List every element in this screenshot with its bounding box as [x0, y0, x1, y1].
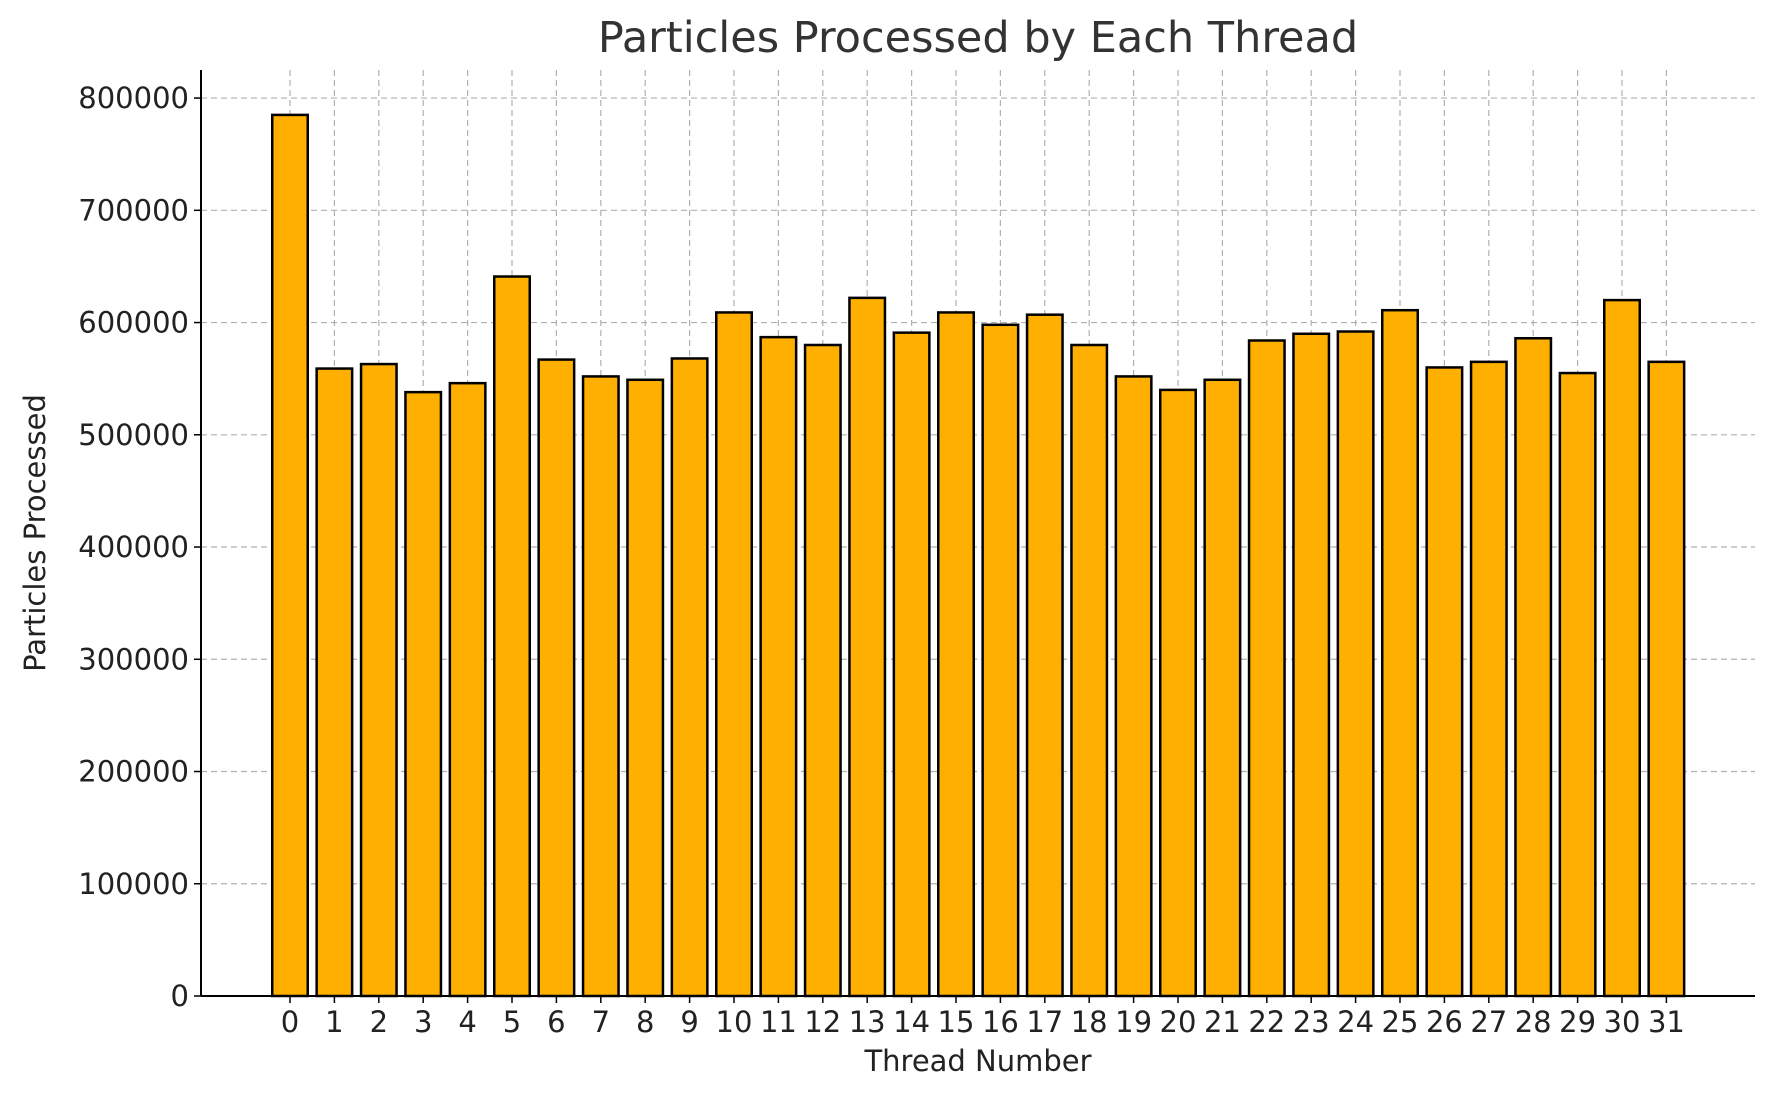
x-tick-label: 24 — [1337, 1005, 1374, 1039]
x-tick-label: 18 — [1071, 1005, 1108, 1039]
x-tick-label: 25 — [1382, 1005, 1419, 1039]
bar-thread-18 — [1070, 343, 1109, 998]
x-tick-label: 6 — [547, 1005, 565, 1039]
x-tick-label: 14 — [893, 1005, 930, 1039]
x-tick-label: 28 — [1515, 1005, 1552, 1039]
bar-thread-22 — [1247, 339, 1286, 998]
bar-thread-23 — [1292, 332, 1331, 998]
x-tick-label: 7 — [592, 1005, 610, 1039]
bar-thread-13 — [848, 296, 887, 998]
y-tick-label: 0 — [171, 979, 189, 1013]
y-tick-labels: 0 100000 200000 300000 400000 500000 600000 700… — [78, 81, 189, 1013]
bar-thread-8 — [626, 378, 665, 998]
x-tick-label: 30 — [1604, 1005, 1641, 1039]
x-tick-label: 17 — [1026, 1005, 1063, 1039]
bar-thread-10 — [715, 311, 753, 998]
bar-thread-12 — [803, 343, 842, 998]
x-tick-label: 11 — [760, 1005, 797, 1039]
x-tick-label: 2 — [370, 1005, 388, 1039]
bar-thread-20 — [1159, 388, 1197, 998]
bar-thread-16 — [981, 323, 1020, 998]
x-tick-label: 8 — [636, 1005, 654, 1039]
x-tick-label: 1 — [325, 1005, 343, 1039]
bar-thread-15 — [937, 311, 975, 998]
x-tick-label: 4 — [458, 1005, 476, 1039]
bar-thread-0 — [271, 113, 309, 998]
x-axis-label: Thread Number — [863, 1044, 1091, 1078]
bar-thread-2 — [359, 362, 398, 998]
x-tick-label: 23 — [1293, 1005, 1330, 1039]
bar-thread-26 — [1425, 366, 1464, 998]
x-tick-label: 21 — [1204, 1005, 1241, 1039]
y-tick-label: 500000 — [78, 418, 189, 452]
bar-thread-14 — [892, 331, 931, 998]
bar-thread-7 — [581, 375, 620, 998]
bar-thread-6 — [537, 358, 576, 998]
x-tick-label: 22 — [1248, 1005, 1285, 1039]
x-tick-label: 12 — [804, 1005, 841, 1039]
bar-thread-4 — [448, 381, 487, 998]
bar-thread-1 — [315, 367, 354, 998]
y-tick-label: 700000 — [78, 193, 189, 227]
y-tick-label: 200000 — [78, 755, 189, 789]
bars — [271, 113, 1686, 998]
x-tick-labels: 0 1 2 3 4 5 6 7 8 9 10 11 12 13 14 15 16 17 18 19 20 21 22 23 24… — [281, 1005, 1685, 1039]
bar-thread-3 — [404, 390, 443, 998]
bar-thread-29 — [1558, 371, 1597, 998]
bar-thread-30 — [1603, 298, 1641, 998]
y-axis-label: Particles Processed — [18, 394, 52, 672]
bar-thread-21 — [1203, 378, 1242, 998]
x-tick-label: 15 — [938, 1005, 975, 1039]
x-tick-label: 20 — [1160, 1005, 1197, 1039]
x-tick-label: 5 — [503, 1005, 521, 1039]
x-tick-label: 0 — [281, 1005, 299, 1039]
bar-thread-5 — [493, 275, 531, 998]
bar-thread-31 — [1647, 360, 1686, 998]
bar-thread-27 — [1469, 360, 1508, 998]
x-tick-label: 16 — [982, 1005, 1019, 1039]
x-tick-label: 31 — [1648, 1005, 1685, 1039]
x-tick-label: 29 — [1559, 1005, 1596, 1039]
y-tick-label: 100000 — [78, 867, 189, 901]
bar-thread-19 — [1114, 375, 1153, 998]
bar-thread-17 — [1025, 313, 1064, 998]
bar-thread-24 — [1336, 330, 1375, 998]
x-tick-label: 10 — [716, 1005, 753, 1039]
y-tick-label: 600000 — [78, 306, 189, 340]
x-tick-label: 19 — [1115, 1005, 1152, 1039]
axes — [194, 70, 1755, 1003]
bar-thread-9 — [670, 357, 709, 998]
x-tick-label: 9 — [680, 1005, 698, 1039]
bar-thread-25 — [1381, 308, 1419, 998]
x-tick-label: 3 — [414, 1005, 432, 1039]
chart-title: Particles Processed by Each Thread — [598, 13, 1358, 63]
bar-thread-28 — [1514, 337, 1553, 998]
y-tick-label: 800000 — [78, 81, 189, 115]
x-tick-label: 27 — [1470, 1005, 1507, 1039]
x-tick-label: 13 — [849, 1005, 886, 1039]
y-tick-label: 400000 — [78, 530, 189, 564]
x-tick-label: 26 — [1426, 1005, 1463, 1039]
y-tick-label: 300000 — [78, 642, 189, 676]
bar-thread-11 — [759, 335, 798, 998]
